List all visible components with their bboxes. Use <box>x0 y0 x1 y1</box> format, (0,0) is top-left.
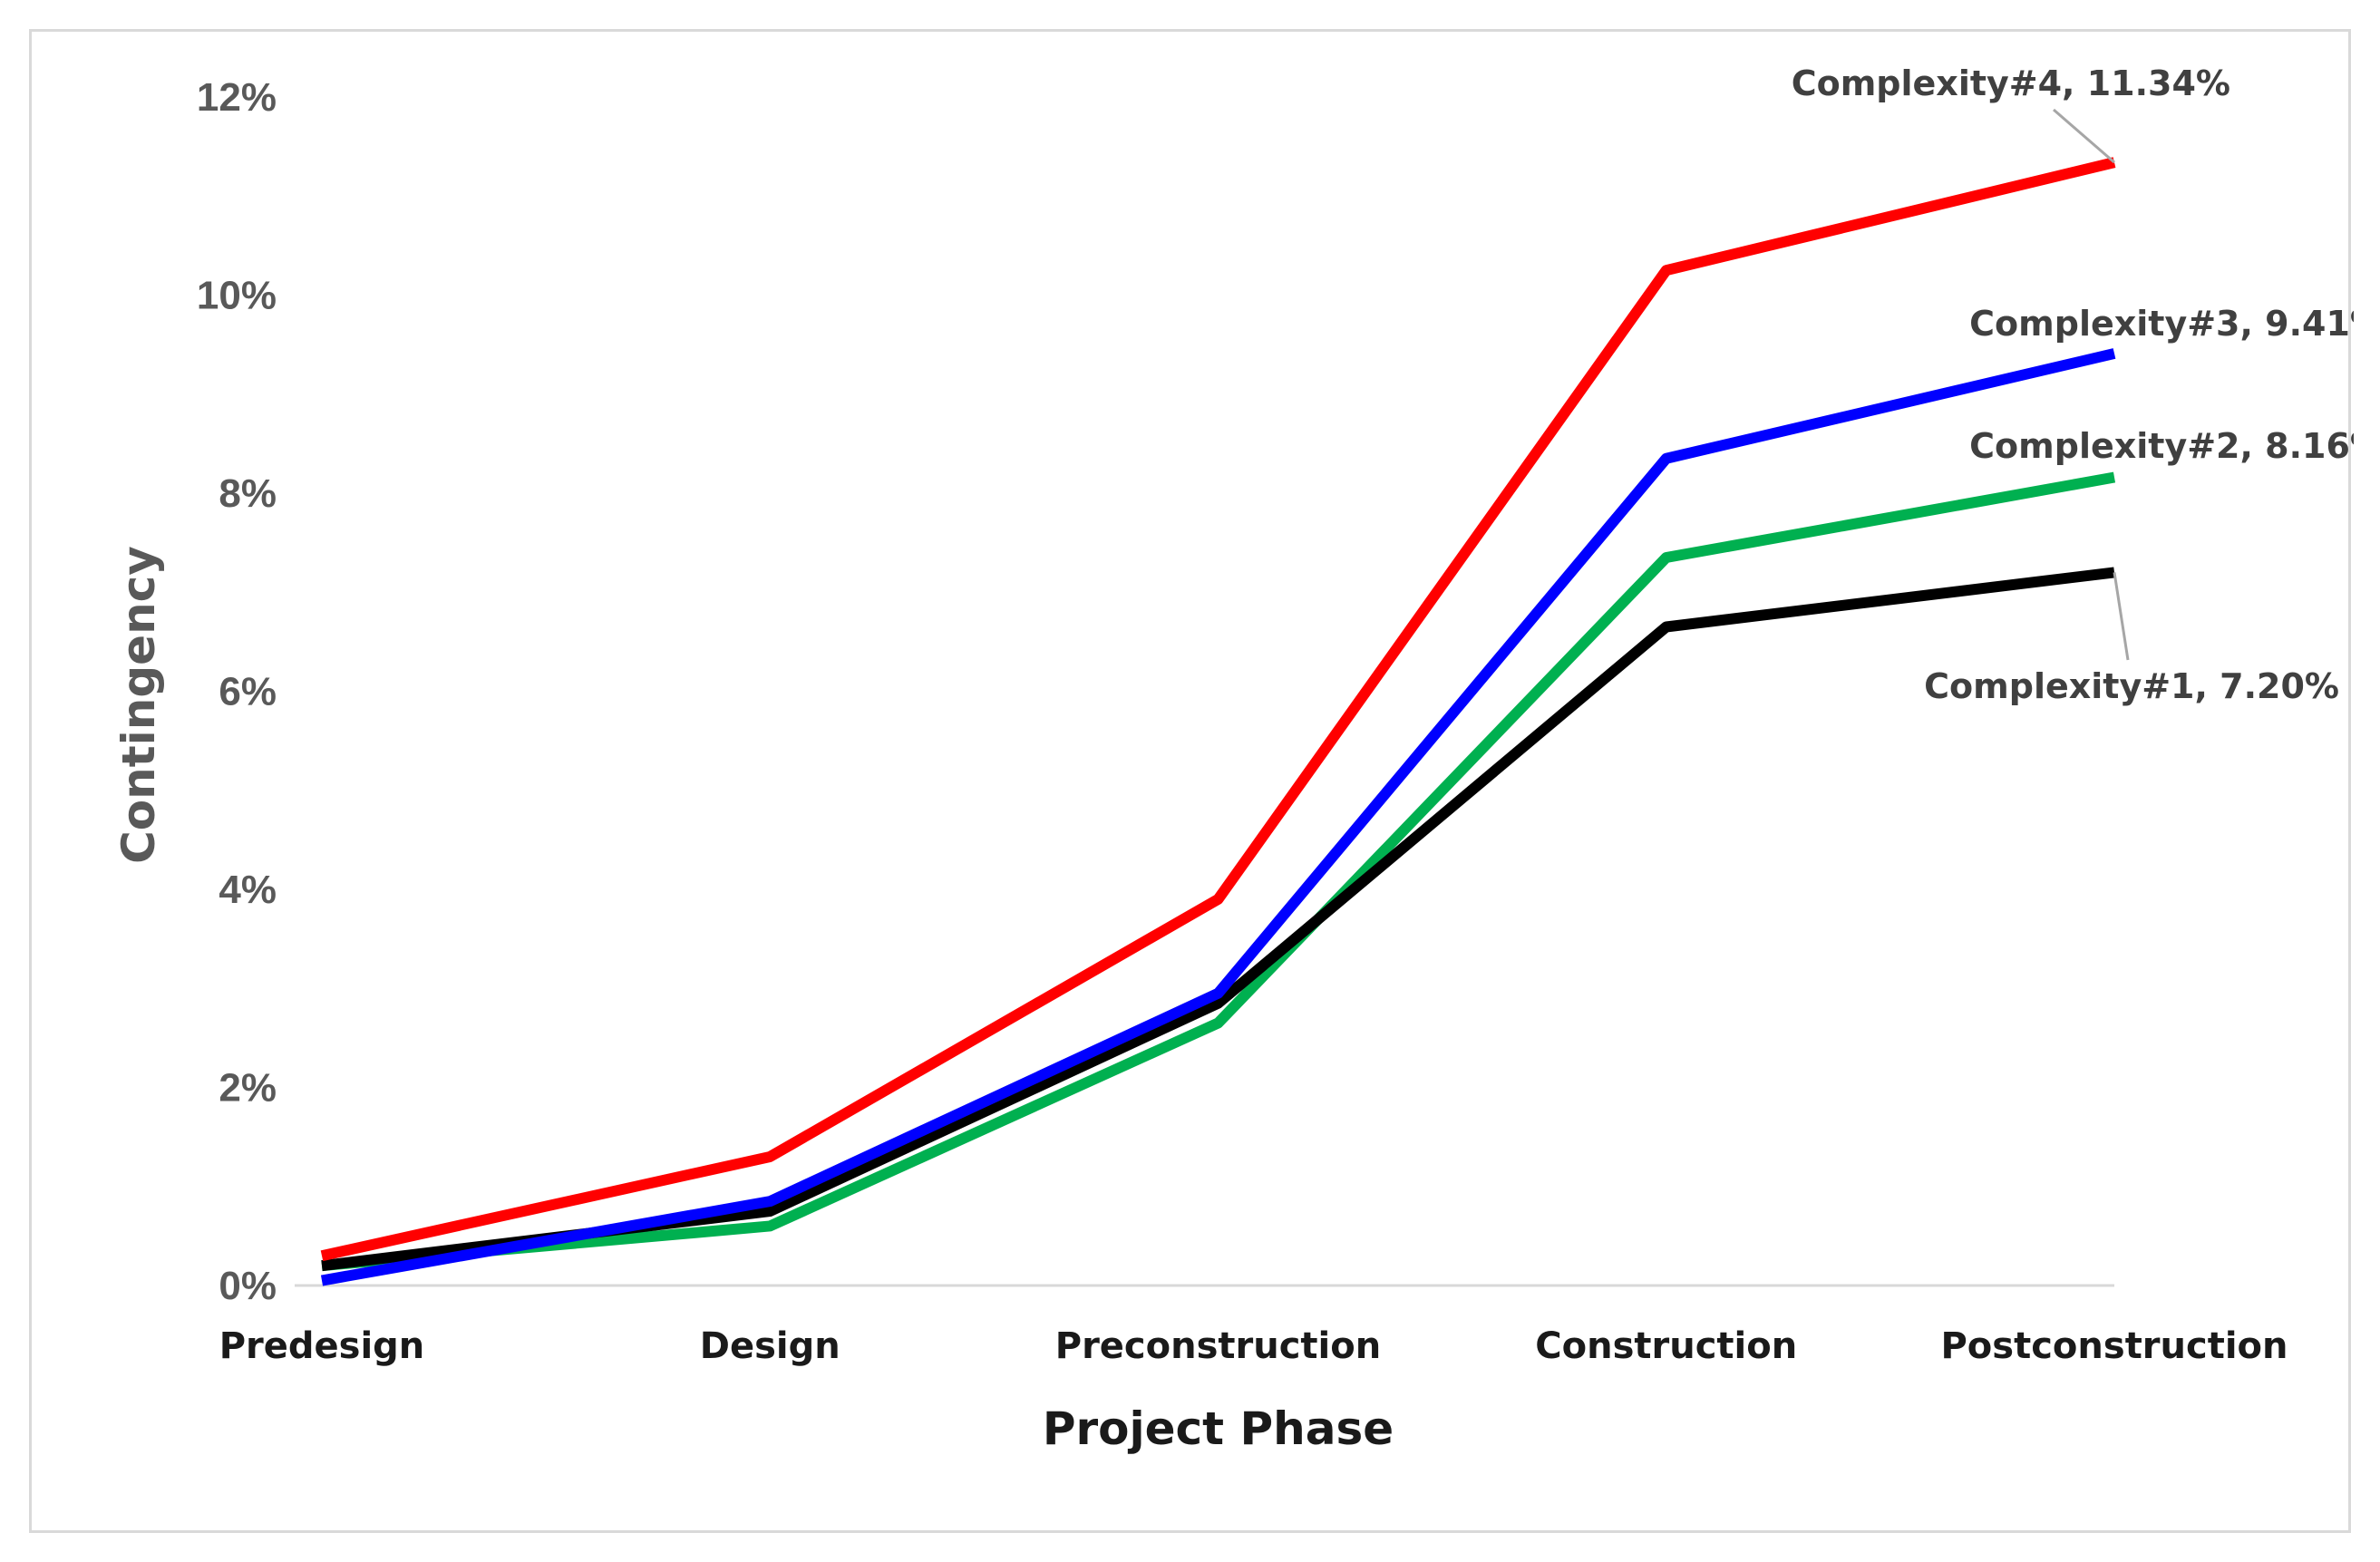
y-axis-ticks: 0% 2% 4% 6% 8% 10% 12% <box>197 75 277 1308</box>
series-line-complexity1 <box>321 567 2115 1272</box>
x-axis-title: Project Phase <box>1043 1402 1394 1455</box>
x-tick-label: Design <box>700 1325 840 1367</box>
data-labels: Complexity#1, 7.20% Complexity#2, 8.16% Co… <box>1792 63 2354 706</box>
label-leader-line <box>2113 572 2130 661</box>
data-label-complexity3: Complexity#3, 9.41% <box>1969 304 2354 344</box>
y-tick-label: 0% <box>219 1264 277 1308</box>
data-label-complexity4: Complexity#4, 11.34% <box>1792 63 2230 103</box>
series-lines <box>320 157 2116 1286</box>
x-tick-label: Construction <box>1535 1325 1797 1367</box>
chart-frame: 0% 2% 4% 6% 8% 10% 12% Predesign Design Preconst… <box>29 29 2354 1533</box>
x-tick-label: Postconstruction <box>1940 1325 2288 1367</box>
x-tick-label: Predesign <box>219 1325 425 1367</box>
y-tick-label: 10% <box>197 274 277 318</box>
data-label-complexity2: Complexity#2, 8.16% <box>1969 426 2354 466</box>
label-leader-line <box>2053 108 2115 164</box>
x-tick-label: Preconstruction <box>1055 1325 1381 1367</box>
data-label-complexity1: Complexity#1, 7.20% <box>1924 666 2339 706</box>
series-line-complexity3 <box>320 348 2116 1286</box>
y-tick-label: 2% <box>219 1066 277 1111</box>
y-tick-label: 4% <box>219 868 277 912</box>
series-line-complexity2 <box>321 471 2116 1272</box>
y-tick-label: 6% <box>219 670 277 714</box>
chart-canvas: 0% 2% 4% 6% 8% 10% 12% Predesign Design Preconst… <box>112 63 2354 1455</box>
y-axis-title: Contingency <box>112 546 165 864</box>
series-line-complexity4 <box>320 157 2116 1262</box>
y-tick-label: 8% <box>219 471 277 516</box>
y-tick-label: 12% <box>197 75 277 120</box>
x-axis-categories: Predesign Design Preconstruction Constructi… <box>219 1325 2288 1367</box>
